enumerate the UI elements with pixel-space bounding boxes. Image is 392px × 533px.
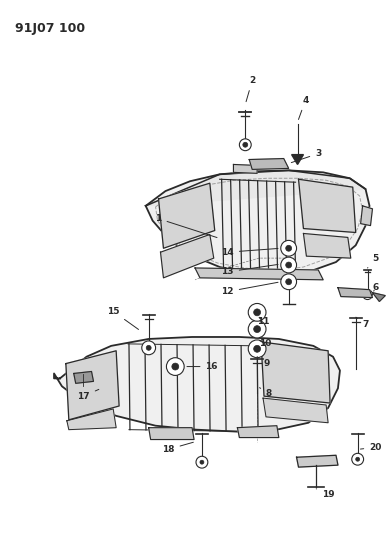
Circle shape (167, 358, 184, 375)
Circle shape (281, 274, 297, 289)
Text: 14: 14 (221, 248, 278, 257)
Text: 4: 4 (298, 96, 309, 119)
Text: 7: 7 (356, 317, 369, 329)
Polygon shape (146, 171, 366, 206)
Text: 18: 18 (162, 442, 193, 454)
Polygon shape (249, 158, 289, 169)
Polygon shape (66, 351, 119, 420)
Polygon shape (292, 155, 303, 165)
Circle shape (356, 457, 359, 461)
Text: 5: 5 (368, 254, 379, 268)
Circle shape (196, 456, 208, 468)
Circle shape (248, 340, 266, 358)
Circle shape (243, 142, 248, 147)
Circle shape (172, 363, 179, 370)
Circle shape (146, 345, 151, 350)
Circle shape (281, 240, 297, 256)
Text: 8: 8 (260, 387, 272, 398)
Text: 3: 3 (291, 149, 321, 163)
Polygon shape (338, 288, 372, 297)
Text: 11: 11 (257, 317, 269, 326)
Polygon shape (299, 179, 356, 232)
Polygon shape (261, 342, 330, 403)
Text: 12: 12 (221, 282, 278, 296)
Polygon shape (149, 427, 194, 440)
Text: 20: 20 (360, 443, 381, 452)
Polygon shape (361, 206, 372, 225)
Circle shape (240, 139, 251, 151)
Polygon shape (297, 455, 338, 467)
Text: 19: 19 (316, 489, 334, 499)
Circle shape (286, 262, 292, 268)
Polygon shape (238, 426, 279, 438)
Circle shape (363, 289, 372, 300)
Circle shape (281, 257, 297, 273)
Polygon shape (263, 398, 328, 423)
Text: 2: 2 (246, 76, 255, 102)
Text: 9: 9 (257, 357, 270, 368)
Text: 16: 16 (187, 362, 218, 371)
Polygon shape (195, 268, 323, 280)
Text: 13: 13 (221, 264, 278, 277)
Polygon shape (54, 337, 340, 432)
Circle shape (248, 303, 266, 321)
Polygon shape (158, 183, 215, 248)
Circle shape (286, 279, 292, 285)
Polygon shape (146, 171, 370, 276)
Polygon shape (74, 372, 93, 383)
Text: 17: 17 (77, 390, 99, 401)
Circle shape (254, 309, 261, 316)
Circle shape (200, 460, 204, 464)
Text: 15: 15 (107, 307, 138, 329)
Circle shape (286, 245, 292, 251)
Circle shape (248, 320, 266, 338)
Circle shape (142, 341, 156, 355)
Polygon shape (303, 233, 351, 258)
Polygon shape (372, 293, 385, 302)
Circle shape (254, 326, 261, 333)
Text: 91J07 100: 91J07 100 (15, 21, 85, 35)
Polygon shape (67, 409, 116, 430)
Polygon shape (234, 165, 257, 173)
Circle shape (352, 453, 364, 465)
Polygon shape (160, 235, 214, 278)
Text: 1: 1 (155, 214, 217, 238)
Circle shape (254, 345, 261, 352)
Text: 6: 6 (372, 283, 379, 292)
Text: 10: 10 (259, 340, 271, 349)
